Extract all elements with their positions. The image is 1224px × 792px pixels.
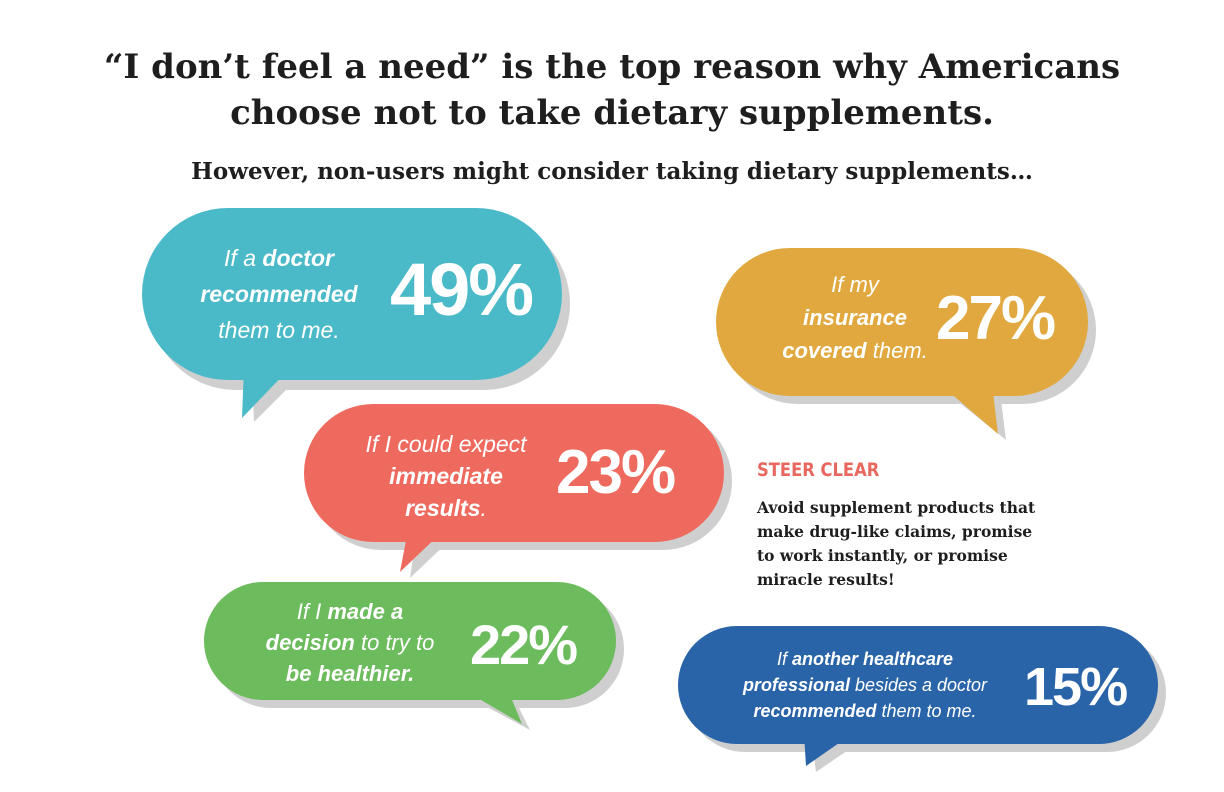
steer-clear-line-3: to work instantly, or promise (757, 546, 1008, 565)
bubble-healthier-percent: 22% (470, 613, 578, 676)
bubble-other-line1a: If (776, 649, 792, 669)
bubble-insurance-shape (716, 248, 1096, 440)
bubble-doctor-line1a: If a (224, 245, 263, 271)
bubble-doctor-shape (142, 208, 570, 422)
steer-clear-body: Avoid supplement products that make drug… (757, 496, 1127, 592)
steer-clear-line-4: miracle results! (757, 570, 895, 589)
bubble-healthier-text: If I made a decision to try to be health… (232, 596, 468, 689)
title-line-2: choose not to take dietary supplements. (230, 93, 994, 133)
bubble-other-line1b: another healthcare (791, 649, 954, 669)
bubble-doctor-text: If a doctor recommended them to me. (168, 240, 390, 348)
bubble-immediate-text: If I could expect immediate results. (340, 428, 552, 524)
bubble-healthier-line1a: If I (296, 599, 328, 624)
bubble-other-professional-percent: 15% (1024, 657, 1128, 717)
bubble-insurance-text: If my insurance covered them. (760, 268, 950, 367)
bubble-immediate-percent: 23% (556, 438, 676, 507)
bubble-other-line3a: recommended (753, 701, 877, 721)
title-line-1: “I don’t feel a need” is the top reason … (103, 47, 1121, 87)
bubble-other-line2a: professional (742, 675, 850, 695)
page-subtitle: However, non-users might consider taking… (191, 158, 1033, 185)
page-title: “I don’t feel a need” is the top reason … (40, 44, 1184, 136)
bubble-immediate-shape (304, 404, 732, 578)
bubble-healthier-line2b: to try to (354, 630, 435, 655)
bubble-immediate-line2: immediate (389, 463, 503, 489)
bubble-doctor-line3: them to me. (218, 317, 340, 343)
bubble-doctor-percent: 49% (390, 248, 534, 331)
bubble-immediate-line3b: . (480, 495, 487, 521)
bubble-insurance-line1: If my (831, 272, 879, 297)
bubble-other-professional-text: If another healthcare professional besid… (712, 646, 1018, 724)
bubble-immediate-line3a: results (405, 495, 481, 521)
bubble-insurance-line3a: covered (782, 338, 867, 363)
steer-clear-title: STEER CLEAR (757, 459, 880, 481)
bubble-doctor-line1b: doctor (262, 245, 334, 271)
bubble-doctor-line2: recommended (200, 281, 358, 307)
bubble-insurance-line3b: them. (866, 338, 928, 363)
bubble-insurance-percent: 27% (936, 284, 1056, 353)
bubble-other-line2b: besides a doctor (849, 675, 988, 695)
steer-clear-line-1: Avoid supplement products that (757, 498, 1036, 517)
bubble-healthier-shape (204, 582, 624, 730)
bubble-other-line3b: them to me. (876, 701, 977, 721)
steer-clear-line-2: make drug-like claims, promise (757, 522, 1033, 541)
bubble-immediate-line1: If I could expect (365, 431, 527, 457)
bubble-insurance-line2: insurance (803, 305, 907, 330)
bubble-healthier-line2a: decision (265, 630, 355, 655)
bubble-healthier-line1b: made a (327, 599, 404, 624)
bubble-other-professional-shape (678, 626, 1166, 772)
bubble-healthier-line3: be healthier. (285, 661, 415, 686)
